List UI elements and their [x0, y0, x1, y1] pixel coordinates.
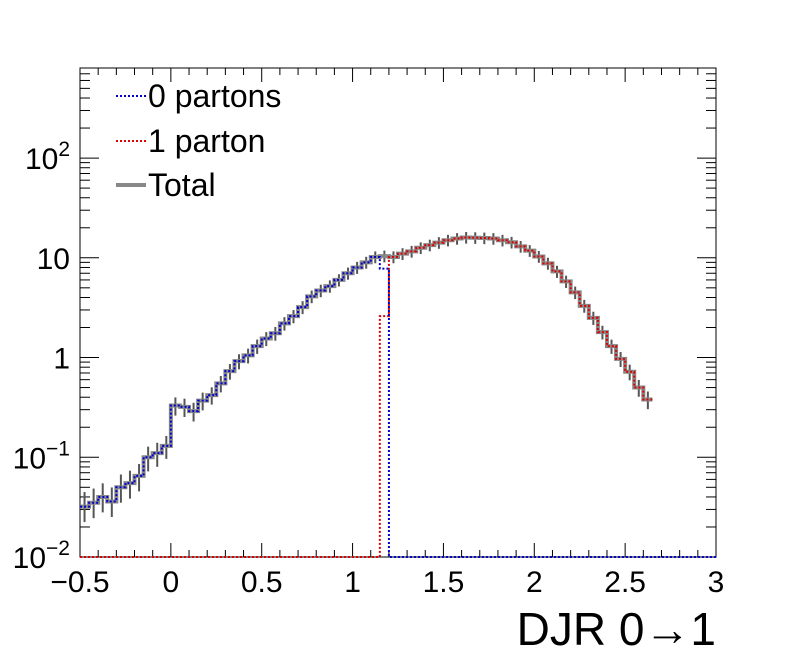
x-tick-label: 3 — [708, 566, 725, 599]
legend-entry: Total — [116, 167, 216, 203]
legend-entry: 1 parton — [116, 123, 265, 159]
legend-label: 0 partons — [148, 78, 281, 114]
histogram-line — [80, 236, 653, 558]
histogram-layer — [80, 232, 716, 558]
x-tick-label: 1.5 — [423, 566, 465, 599]
x-axis-title: DJR 0→1 — [517, 603, 716, 655]
x-tick-label: 0.5 — [241, 566, 283, 599]
x-tick-label: 2.5 — [604, 566, 646, 599]
legend-entry: 0 partons — [116, 78, 281, 114]
x-tick-label: −0.5 — [50, 566, 109, 599]
y-tick-label: 10−1 — [13, 437, 70, 475]
x-tick-label: 0 — [163, 566, 180, 599]
x-tick-label: 1 — [344, 566, 361, 599]
x-tick-labels: −0.5 0 0.5 1 1.5 2 2.5 3 — [50, 566, 724, 599]
y-tick-labels: 10−2 10−1 1 10 102 — [13, 138, 70, 575]
y-tick-label: 1 — [53, 343, 70, 376]
y-tick-label: 102 — [25, 138, 70, 176]
histogram-line — [80, 255, 716, 558]
y-tick-label: 10−2 — [13, 537, 70, 575]
y-tick-label: 10 — [37, 243, 70, 276]
legend-label: 1 parton — [148, 123, 265, 159]
axis-ticks — [79, 67, 717, 558]
legend-label: Total — [148, 167, 216, 203]
x-tick-label: 2 — [526, 566, 543, 599]
legend: 0 partons 1 parton Total — [116, 78, 281, 203]
series-1-parton — [80, 236, 653, 558]
series-total — [80, 232, 653, 523]
series-0-partons — [80, 255, 716, 558]
